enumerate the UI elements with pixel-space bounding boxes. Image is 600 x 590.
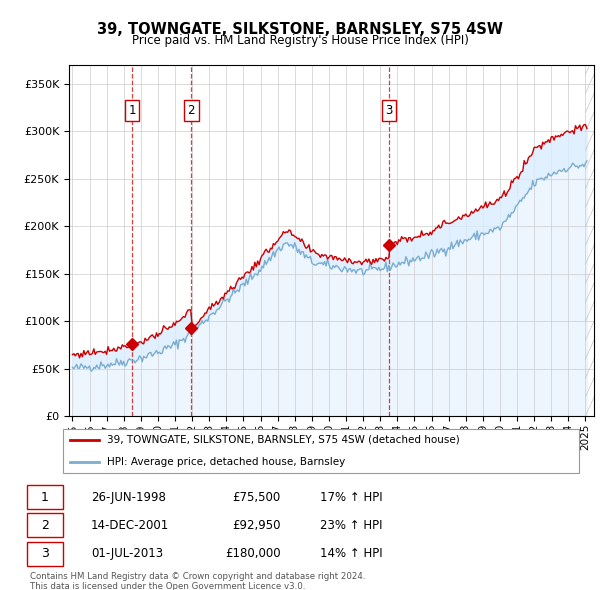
Text: 2: 2 bbox=[188, 104, 195, 117]
FancyBboxPatch shape bbox=[27, 542, 63, 566]
Text: 3: 3 bbox=[385, 104, 392, 117]
Text: Price paid vs. HM Land Registry's House Price Index (HPI): Price paid vs. HM Land Registry's House … bbox=[131, 34, 469, 47]
FancyBboxPatch shape bbox=[27, 513, 63, 537]
Text: £180,000: £180,000 bbox=[225, 547, 281, 560]
Text: 1: 1 bbox=[41, 491, 49, 504]
FancyBboxPatch shape bbox=[27, 485, 63, 509]
Text: £92,950: £92,950 bbox=[232, 519, 281, 532]
FancyBboxPatch shape bbox=[62, 429, 580, 473]
Text: 01-JUL-2013: 01-JUL-2013 bbox=[91, 547, 163, 560]
Text: £75,500: £75,500 bbox=[232, 491, 281, 504]
Text: 39, TOWNGATE, SILKSTONE, BARNSLEY, S75 4SW: 39, TOWNGATE, SILKSTONE, BARNSLEY, S75 4… bbox=[97, 22, 503, 37]
Text: 23% ↑ HPI: 23% ↑ HPI bbox=[320, 519, 382, 532]
Text: Contains HM Land Registry data © Crown copyright and database right 2024.: Contains HM Land Registry data © Crown c… bbox=[30, 572, 365, 581]
Text: 17% ↑ HPI: 17% ↑ HPI bbox=[320, 491, 382, 504]
Text: 14% ↑ HPI: 14% ↑ HPI bbox=[320, 547, 382, 560]
Text: 2: 2 bbox=[41, 519, 49, 532]
Text: 1: 1 bbox=[128, 104, 136, 117]
Text: This data is licensed under the Open Government Licence v3.0.: This data is licensed under the Open Gov… bbox=[30, 582, 305, 590]
Text: 14-DEC-2001: 14-DEC-2001 bbox=[91, 519, 169, 532]
Text: 3: 3 bbox=[41, 547, 49, 560]
Text: HPI: Average price, detached house, Barnsley: HPI: Average price, detached house, Barn… bbox=[107, 457, 345, 467]
Text: 26-JUN-1998: 26-JUN-1998 bbox=[91, 491, 166, 504]
Text: 39, TOWNGATE, SILKSTONE, BARNSLEY, S75 4SW (detached house): 39, TOWNGATE, SILKSTONE, BARNSLEY, S75 4… bbox=[107, 435, 460, 445]
